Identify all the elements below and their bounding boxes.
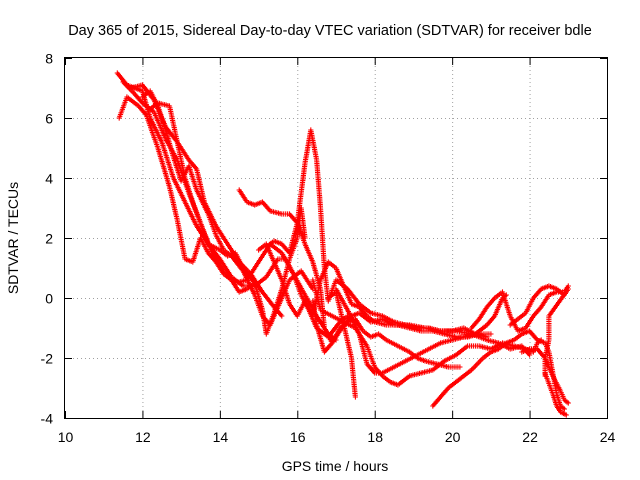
y-tick-label: 8 xyxy=(45,51,53,67)
x-tick-label: 16 xyxy=(290,429,306,445)
x-tick-label: 14 xyxy=(213,429,229,445)
series-pass-9 xyxy=(256,241,494,340)
plot-frame xyxy=(64,57,608,419)
data-points xyxy=(114,70,571,418)
chart-title: Day 365 of 2015, Sidereal Day-to-day VTE… xyxy=(68,23,592,39)
series-pass-14 xyxy=(430,328,567,412)
x-tick-label: 18 xyxy=(367,429,383,445)
x-axis-label: GPS time / hours xyxy=(282,458,389,474)
data-marker-trace xyxy=(256,241,494,340)
data-marker-trace xyxy=(310,298,463,370)
x-tick-label: 20 xyxy=(445,429,461,445)
y-tick-label: 4 xyxy=(45,171,53,187)
data-marker-trace xyxy=(325,289,358,400)
series-pass-15 xyxy=(468,283,571,334)
x-tick-label: 10 xyxy=(58,429,74,445)
data-marker-trace xyxy=(333,286,509,376)
data-marker-trace xyxy=(542,370,569,418)
series-pass-18 xyxy=(542,370,569,418)
x-tick-label: 22 xyxy=(522,429,538,445)
y-tick-label: 0 xyxy=(45,291,53,307)
y-tick-label: 6 xyxy=(45,111,53,127)
series-pass-17 xyxy=(519,346,571,406)
data-marker-trace xyxy=(468,283,571,334)
series-pass-12 xyxy=(325,289,358,400)
y-tick-label: 2 xyxy=(45,231,53,247)
y-tick-label: -2 xyxy=(41,351,54,367)
x-tick-label: 24 xyxy=(600,429,616,445)
series-pass-13 xyxy=(310,298,463,370)
data-marker-trace xyxy=(519,346,571,406)
data-marker-trace xyxy=(430,328,567,412)
x-tick-label: 12 xyxy=(135,429,151,445)
series-pass-11 xyxy=(333,286,509,376)
y-axis-label: SDTVAR / TECUs xyxy=(5,182,21,294)
y-tick-label: -4 xyxy=(41,411,54,427)
